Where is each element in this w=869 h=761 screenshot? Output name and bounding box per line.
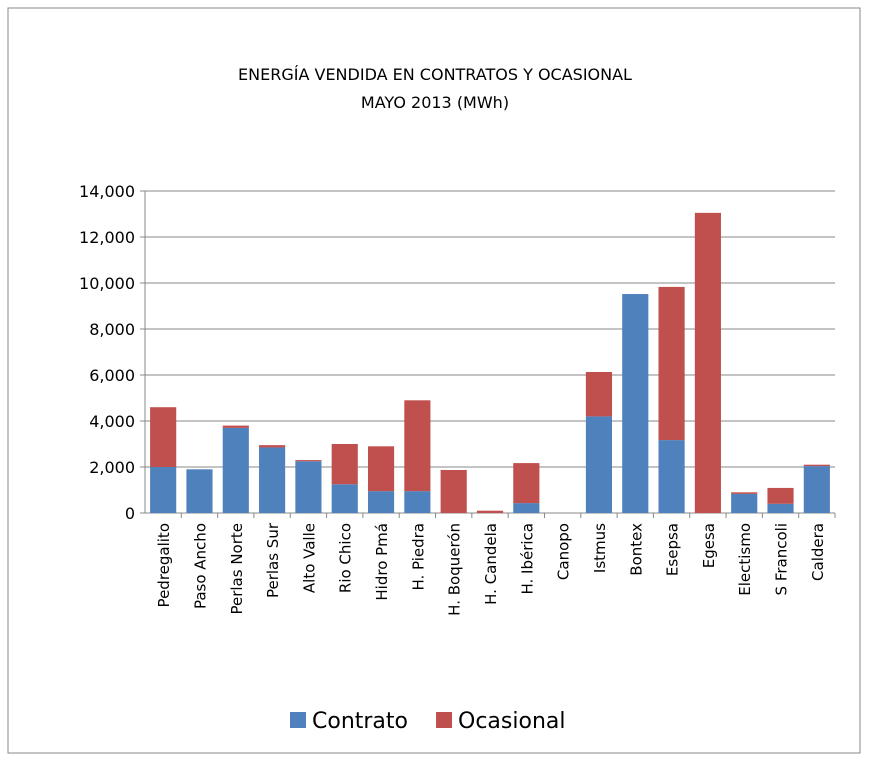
- bar-segment: [331, 444, 358, 485]
- x-tick-label: Esepsa: [664, 523, 682, 576]
- bar-segment: [259, 447, 286, 513]
- bar-segment: [150, 407, 177, 467]
- x-tick-label: Canopo: [555, 523, 573, 580]
- x-tick-label: Hidro Pmá: [373, 523, 391, 601]
- bar-segment: [259, 445, 286, 448]
- legend-swatch: [436, 712, 453, 728]
- bar-segment: [585, 372, 613, 417]
- bar-segment: [767, 487, 794, 504]
- chart-subtitle: MAYO 2013 (MWh): [361, 93, 509, 112]
- bar-segment: [476, 510, 504, 513]
- bar-segment: [767, 503, 794, 513]
- y-tick-label: 0: [125, 504, 135, 523]
- x-tick-label: Perlas Norte: [228, 523, 246, 615]
- x-tick-label: Istmus: [591, 523, 609, 573]
- bar-segment: [150, 467, 177, 513]
- x-tick-label: Alto Valle: [300, 523, 318, 593]
- bar-segment: [622, 294, 649, 513]
- x-tick-label: S Francoli: [773, 523, 791, 595]
- x-tick-label: Egesa: [700, 523, 718, 568]
- chart-frame: [7, 7, 861, 754]
- bar-segment: [440, 469, 467, 513]
- x-tick-label: Pedregalito: [155, 523, 173, 607]
- y-tick-label: 10,000: [79, 274, 135, 293]
- x-tick-label: Electismo: [736, 523, 754, 596]
- y-tick-label: 6,000: [89, 366, 135, 385]
- x-tick-label: Caldera: [809, 523, 827, 581]
- x-tick-label: Paso Ancho: [191, 523, 209, 609]
- y-tick-label: 2,000: [89, 458, 135, 477]
- bar-segment: [694, 212, 721, 513]
- bar-segment: [367, 491, 395, 513]
- bar-segment: [803, 464, 830, 467]
- legend-label: Contrato: [312, 709, 408, 734]
- y-tick-label: 4,000: [89, 412, 135, 431]
- bar-segment: [404, 491, 431, 513]
- legend-swatch: [290, 712, 306, 728]
- x-tick-label: H. Candela: [482, 523, 500, 605]
- bar-segment: [731, 493, 758, 513]
- x-tick-label: H. Boquerón: [446, 523, 464, 616]
- bar-segment: [731, 492, 758, 494]
- x-tick-label: H. Ibérica: [518, 523, 536, 595]
- x-tick-label: Bontex: [627, 523, 645, 576]
- bar-segment: [658, 286, 685, 441]
- bar-segment: [222, 425, 249, 428]
- bar-segment: [186, 469, 213, 513]
- bar-segment: [513, 503, 540, 513]
- bar-segment: [295, 460, 322, 462]
- bar-segment: [513, 463, 540, 504]
- x-tick-label: Rio Chico: [337, 523, 355, 593]
- y-tick-label: 12,000: [79, 228, 135, 247]
- bar-segment: [367, 446, 395, 492]
- x-tick-label: Perlas Sur: [264, 522, 282, 598]
- bar-segment: [585, 416, 613, 513]
- bar-segment: [658, 440, 685, 513]
- bar-segment: [222, 427, 249, 513]
- y-tick-label: 14,000: [79, 182, 135, 201]
- x-tick-label: H. Piedra: [409, 523, 427, 591]
- y-tick-label: 8,000: [89, 320, 135, 339]
- bar-segment: [404, 400, 431, 492]
- bar-segment: [803, 466, 830, 513]
- chart-title: ENERGÍA VENDIDA EN CONTRATOS Y OCASIONAL: [238, 65, 632, 84]
- bar-segment: [331, 484, 358, 513]
- bar-segment: [295, 461, 322, 513]
- legend-label: Ocasional: [458, 709, 565, 734]
